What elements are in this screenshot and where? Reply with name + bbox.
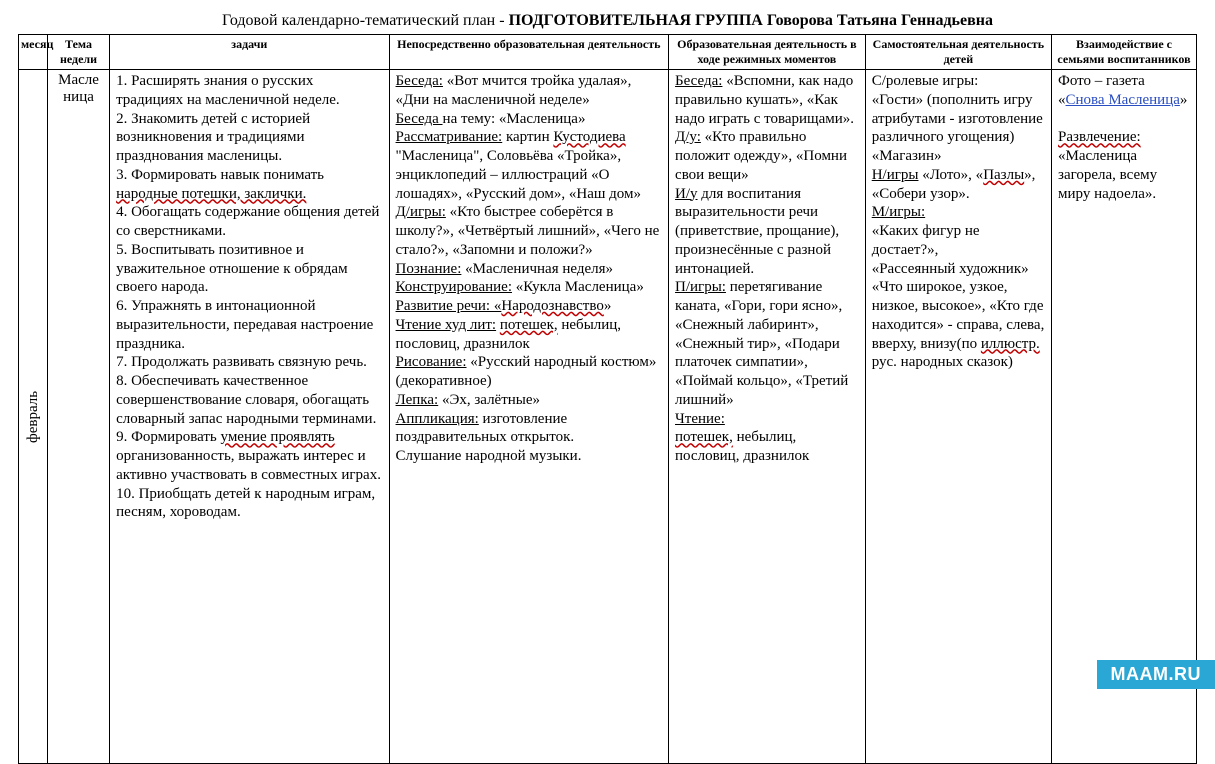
reg-4b: перетягивание каната, «Гори, гори ясно»,…	[675, 279, 848, 408]
task-9c: организованность, выражать интерес и акт…	[116, 448, 381, 483]
edu-l12: Слушание народной музыки.	[396, 448, 582, 464]
task-9b: умение проявлять	[221, 429, 335, 445]
edu-l5a: Познание:	[396, 261, 462, 277]
self-2: «Гости» (пополнить игру атрибутами - изг…	[872, 92, 1043, 146]
col-regime: Образовательная деятельность в ходе режи…	[669, 35, 866, 70]
document-title: Годовой календарно-тематический план - П…	[18, 12, 1197, 30]
edu-l2b: на тему: «Масленица»	[443, 111, 586, 127]
fam-2c: »	[1180, 92, 1188, 108]
task-4: 4. Обогащать содержание общения детей со…	[116, 204, 379, 239]
col-edu: Непосредственно образовательная деятельн…	[389, 35, 668, 70]
self-6: «Каких фигур не достает?»,	[872, 223, 980, 258]
edu-l3a: Рассматривание:	[396, 129, 503, 145]
month-cell: февраль	[19, 70, 48, 764]
task-7: 7. Продолжать развивать связную речь.	[116, 354, 367, 370]
theme-cell: Масле ница	[47, 70, 109, 764]
col-tasks: задачи	[110, 35, 389, 70]
edu-l8a: Чтение худ лит:	[396, 317, 497, 333]
self-4b: «Лото», «	[918, 167, 983, 183]
reg-2b: «Кто правильно положит одежду», «Помни с…	[675, 129, 847, 183]
tasks-cell: 1. Расширять знания о русских традициях …	[110, 70, 389, 764]
edu-l11a: Аппликация:	[396, 411, 479, 427]
task-6: 6. Упражнять в интонационной выразительн…	[116, 298, 373, 352]
edu-l3d: "Масленица", Соловьёва «Тройка», энцикло…	[396, 148, 641, 202]
edu-l10b: «Эх, залётные»	[438, 392, 540, 408]
reg-3a: И/у	[675, 186, 698, 202]
edu-l7a: Развитие речи: «	[396, 298, 502, 314]
fam-3a: Развлечение:	[1058, 129, 1141, 145]
self-1: С/ролевые игры:	[872, 73, 979, 89]
table-row: февраль Масле ница 1. Расширять знания о…	[19, 70, 1197, 764]
self-8b: иллюстр.	[981, 336, 1040, 352]
header-row: месяц Тема недели задачи Непосредственно…	[19, 35, 1197, 70]
theme-label: Масле ница	[58, 72, 99, 105]
reg-4a: П/игры:	[675, 279, 726, 295]
task-10: 10. Приобщать детей к народным играм, пе…	[116, 486, 375, 521]
fam-2b: Снова Масленица	[1066, 92, 1180, 108]
reg-1a: Беседа:	[675, 73, 722, 89]
month-label: февраль	[25, 72, 42, 761]
self-4a: Н/игры	[872, 167, 919, 183]
reg-5a: Чтение:	[675, 411, 725, 427]
task-2: 2. Знакомить детей с историей возникнове…	[116, 111, 310, 165]
task-5: 5. Воспитывать позитивное и уважительное…	[116, 242, 348, 296]
self-8c: рус. народных сказок)	[872, 354, 1013, 370]
title-main: ПОДГОТОВИТЕЛЬНАЯ ГРУППА Говорова Татьяна…	[509, 12, 993, 29]
fam-1: Фото – газета	[1058, 73, 1145, 89]
self-cell: С/ролевые игры: «Гости» (пополнить игру …	[865, 70, 1051, 764]
self-5a: М/игры:	[872, 204, 925, 220]
task-1: 1. Расширять знания о русских традициях …	[116, 73, 340, 108]
task-9a: 9. Формировать	[116, 429, 220, 445]
edu-l3b: картин	[502, 129, 553, 145]
watermark: MAAM.RU	[1097, 660, 1215, 689]
edu-l6b: «Кукла Масленица»	[512, 279, 644, 295]
edu-l6a: Конструирование:	[396, 279, 512, 295]
edu-l8c: потешек,	[500, 317, 558, 333]
task-3b: народные потешки, заклички.	[116, 186, 306, 202]
edu-l7b: Народознавство	[501, 298, 604, 314]
fam-4: «Масленица загорела, всему миру надоела»…	[1058, 148, 1157, 202]
edu-l3c: Кустодиева	[553, 129, 625, 145]
title-prefix: Годовой календарно-тематический план -	[222, 12, 505, 29]
col-month: месяц	[19, 35, 48, 70]
self-7: «Рассеянный художник»	[872, 261, 1029, 277]
edu-l4a: Д/игры:	[396, 204, 446, 220]
edu-cell: Беседа: «Вот мчится тройка удалая», «Дни…	[389, 70, 668, 764]
col-self: Самостоятельная деятельность детей	[865, 35, 1051, 70]
fam-2a: «	[1058, 92, 1066, 108]
edu-l5b: «Масленичная неделя»	[461, 261, 613, 277]
col-theme: Тема недели	[47, 35, 109, 70]
plan-table: месяц Тема недели задачи Непосредственно…	[18, 34, 1197, 764]
edu-l10a: Лепка:	[396, 392, 439, 408]
task-3a: 3. Формировать навык понимать	[116, 167, 324, 183]
self-3: «Магазин»	[872, 148, 942, 164]
reg-3b: для воспитания выразительности речи (при…	[675, 186, 839, 277]
reg-2a: Д/у:	[675, 129, 701, 145]
reg-6a: потешек,	[675, 429, 733, 445]
self-4c: Пазлы	[983, 167, 1024, 183]
col-family: Взаимодействие с семьями воспитанников	[1052, 35, 1197, 70]
edu-l2a: Беседа	[396, 111, 443, 127]
regime-cell: Беседа: «Вспомни, как надо правильно куш…	[669, 70, 866, 764]
edu-l1a: Беседа:	[396, 73, 443, 89]
edu-l7c: »	[604, 298, 612, 314]
edu-l9a: Рисование:	[396, 354, 467, 370]
task-8: 8. Обеспечивать качественное совершенств…	[116, 373, 376, 427]
